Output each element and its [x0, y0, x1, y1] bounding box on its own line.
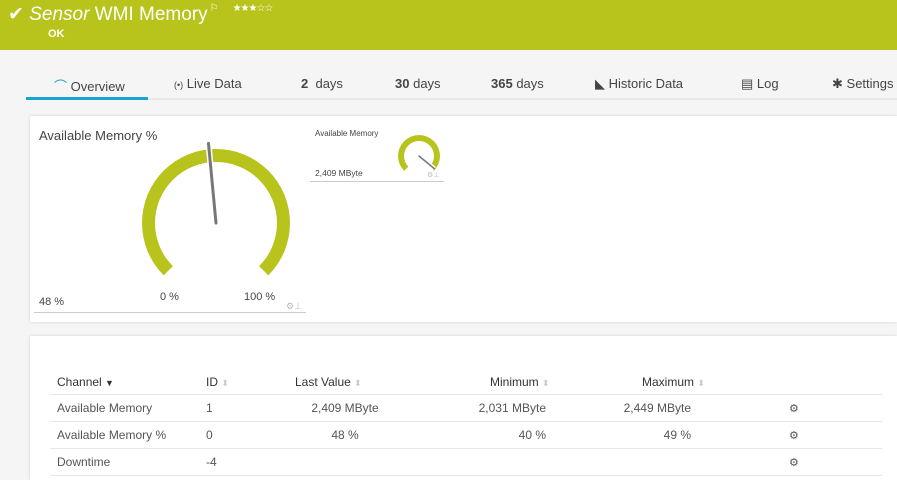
title-prefix: Sensor [29, 4, 90, 25]
cell-maximum: 2,449 MByte [590, 394, 735, 422]
tab-label: Settings [846, 76, 894, 91]
gear-icon[interactable]: ⚙ [286, 301, 295, 311]
small-gauge [398, 135, 441, 171]
gauge-arc [142, 149, 290, 276]
small-gauge-actions: ⚙⊥ [427, 172, 439, 179]
sort-icon: ⬍ [354, 377, 362, 388]
pin-icon[interactable]: ⊥ [294, 301, 302, 311]
table-row[interactable]: Available Memory 1 2,409 MByte 2,031 MBy… [50, 394, 882, 422]
col-minimum[interactable]: Minimum ⬍ [435, 370, 590, 395]
tab-label: days [413, 76, 441, 91]
divider [34, 312, 306, 313]
sensor-header: ✔ Sensor WMI Memory ⚐ ★★★☆☆ OK [0, 0, 897, 50]
sort-desc-icon: ▼ [105, 377, 114, 388]
tab-num: 30 [395, 76, 410, 91]
check-icon: ✔ [8, 4, 24, 25]
cell-id: 0 [206, 421, 295, 449]
tab-num: 2 [301, 76, 309, 91]
area-chart-icon: ◣ [595, 76, 605, 91]
sort-icon: ⬍ [542, 377, 550, 388]
small-gauge-value: 2,409 MByte [315, 168, 363, 178]
header-label: Channel [57, 374, 102, 389]
table-row[interactable]: Available Memory % 0 48 % 40 % 49 % ⚙ [50, 421, 882, 449]
channel-settings-icon[interactable]: ⚙ [789, 456, 799, 469]
cell-minimum [435, 448, 590, 476]
flag-icon[interactable]: ⚐ [209, 3, 219, 14]
cell-channel[interactable]: Available Memory [50, 394, 206, 422]
header-label: Minimum [490, 374, 539, 389]
cell-actions: ⚙ [735, 394, 882, 422]
gauge-min-label: 0 % [160, 291, 179, 303]
cell-channel[interactable]: Downtime [50, 448, 206, 476]
cell-last-value: 2,409 MByte [295, 394, 435, 422]
tab-log[interactable]: ▤ Log [741, 76, 779, 92]
cell-actions: ⚙ [735, 421, 882, 449]
cell-minimum: 2,031 MByte [435, 394, 590, 422]
cell-last-value: 48 % [295, 421, 435, 449]
col-last-value[interactable]: Last Value ⬍ [295, 370, 435, 395]
priority-stars[interactable]: ★★★☆☆ [232, 3, 274, 14]
gauge-max-label: 100 % [244, 291, 276, 303]
sensor-title: ✔ Sensor WMI Memory ⚐ [8, 3, 219, 26]
tab-label: Live Data [186, 76, 242, 91]
tab-live-data[interactable]: (•) Live Data [174, 76, 242, 91]
gauge-value: 48 % [39, 296, 65, 308]
tab-bar: ⌒ Overview (•) Live Data 2 days 30 days … [26, 66, 897, 100]
tab-label: days [315, 76, 343, 91]
gauge-actions: ⚙⊥ [286, 302, 302, 311]
tab-label: days [516, 76, 544, 91]
cell-maximum: 49 % [590, 421, 735, 449]
list-icon: ▤ [741, 76, 754, 91]
cell-last-value [295, 448, 435, 476]
tab-historic-data[interactable]: ◣ Historic Data [595, 76, 683, 92]
table-row[interactable]: Downtime -4 ⚙ [50, 448, 882, 476]
cell-channel[interactable]: Available Memory % [50, 421, 206, 449]
main-gauge [142, 141, 290, 276]
tab-label: Historic Data [608, 76, 684, 91]
gauge-title: Available Memory % [39, 128, 158, 143]
title-name: WMI Memory [94, 4, 208, 25]
channels-panel: Channel ▼ ID ⬍ Last Value ⬍ Minimum ⬍ Ma… [30, 336, 897, 480]
gauge-needle [418, 155, 436, 170]
channel-settings-icon[interactable]: ⚙ [789, 429, 799, 442]
tab-label: Overview [70, 79, 125, 94]
cell-actions: ⚙ [735, 448, 882, 476]
gauges-panel: Available Memory % 48 % 0 % 100 % ⚙⊥ Ava… [30, 116, 897, 322]
col-maximum[interactable]: Maximum ⬍ [590, 370, 735, 395]
small-gauge-title: Available Memory [315, 129, 379, 138]
table-header-row: Channel ▼ ID ⬍ Last Value ⬍ Minimum ⬍ Ma… [50, 370, 882, 395]
col-id[interactable]: ID ⬍ [206, 370, 295, 395]
pin-icon[interactable]: ⊥ [433, 172, 440, 179]
channels-table: Channel ▼ ID ⬍ Last Value ⬍ Minimum ⬍ Ma… [50, 370, 882, 476]
header-label: Last Value [295, 374, 351, 389]
col-actions [735, 370, 882, 395]
gauge-arc [398, 135, 441, 171]
tab-label: Log [756, 76, 779, 91]
col-channel[interactable]: Channel ▼ [50, 370, 206, 395]
header-label: ID [206, 374, 218, 389]
tab-settings[interactable]: ✱ Settings [832, 76, 894, 92]
gauge-needle [206, 141, 218, 225]
gauge-icon: ⌒ [54, 79, 68, 94]
gear-icon: ✱ [832, 76, 843, 91]
cell-id: -4 [206, 448, 295, 476]
broadcast-icon: (•) [174, 80, 184, 90]
cell-minimum: 40 % [435, 421, 590, 449]
status-text: OK [48, 28, 65, 40]
header-row: ✔ Sensor WMI Memory ⚐ ★★★☆☆ [8, 3, 274, 26]
channel-settings-icon[interactable]: ⚙ [789, 402, 799, 415]
tab-2-days[interactable]: 2 days [301, 76, 343, 91]
cell-maximum [590, 448, 735, 476]
sort-icon: ⬍ [697, 377, 705, 388]
tab-30-days[interactable]: 30 days [395, 76, 441, 91]
tab-overview[interactable]: ⌒ Overview [26, 76, 148, 100]
tab-365-days[interactable]: 365 days [491, 76, 544, 91]
cell-id: 1 [206, 394, 295, 422]
tab-num: 365 [491, 76, 513, 91]
header-label: Maximum [642, 374, 695, 389]
sort-icon: ⬍ [221, 377, 229, 388]
divider [310, 181, 444, 182]
gear-icon[interactable]: ⚙ [427, 172, 434, 179]
